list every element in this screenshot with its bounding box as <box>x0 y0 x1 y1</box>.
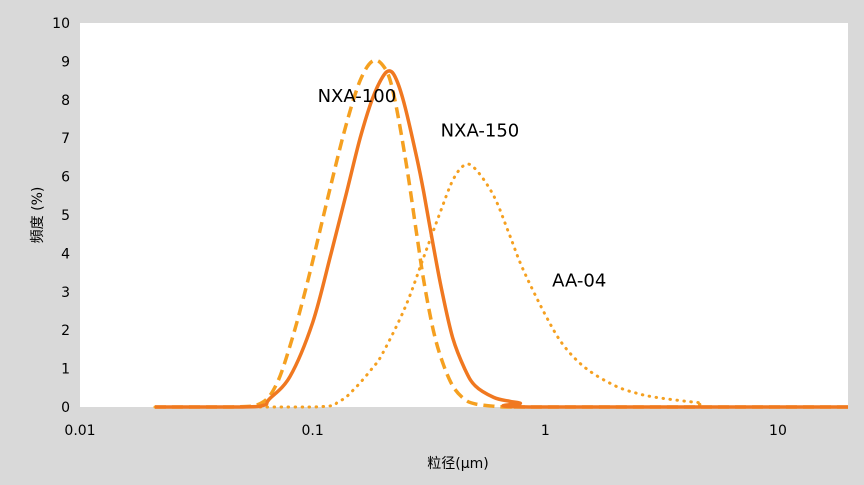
x-tick-label: 10 <box>769 423 787 439</box>
plot-area <box>80 23 848 407</box>
series-line-nxa-100 <box>154 58 848 409</box>
y-tick-label: 0 <box>61 400 70 416</box>
x-tick-label: 1 <box>541 423 550 439</box>
y-tick-label: 1 <box>61 362 70 378</box>
series-line-aa-04 <box>153 162 850 409</box>
y-tick-label: 9 <box>61 54 70 70</box>
series-layer <box>153 58 850 409</box>
series-label: NXA-150 <box>441 121 520 142</box>
y-tick-labels: 0 1 2 3 4 5 6 7 8 9 10 <box>52 16 70 416</box>
y-tick-label: 7 <box>61 131 70 147</box>
y-axis-title: 頻度 (%) <box>30 187 46 244</box>
y-tick-label: 2 <box>61 323 70 339</box>
y-tick-label: 10 <box>52 16 70 32</box>
x-axis-title: 粒径(μm) <box>427 456 488 472</box>
x-tick-label: 0.1 <box>302 423 324 439</box>
y-tick-label: 3 <box>61 285 70 301</box>
y-tick-label: 8 <box>61 93 70 109</box>
series-line-nxa-150 <box>154 69 848 409</box>
y-tick-label: 5 <box>61 208 70 224</box>
y-tick-label: 4 <box>61 246 70 262</box>
x-tick-label: 0.01 <box>64 423 95 439</box>
annotation-layer: NXA-100 NXA-150 AA-04 <box>318 86 607 291</box>
series-label: AA-04 <box>552 270 606 291</box>
x-tick-labels: 0.01 0.1 1 10 <box>64 423 786 439</box>
y-tick-label: 6 <box>61 170 70 186</box>
series-label: NXA-100 <box>318 86 397 107</box>
